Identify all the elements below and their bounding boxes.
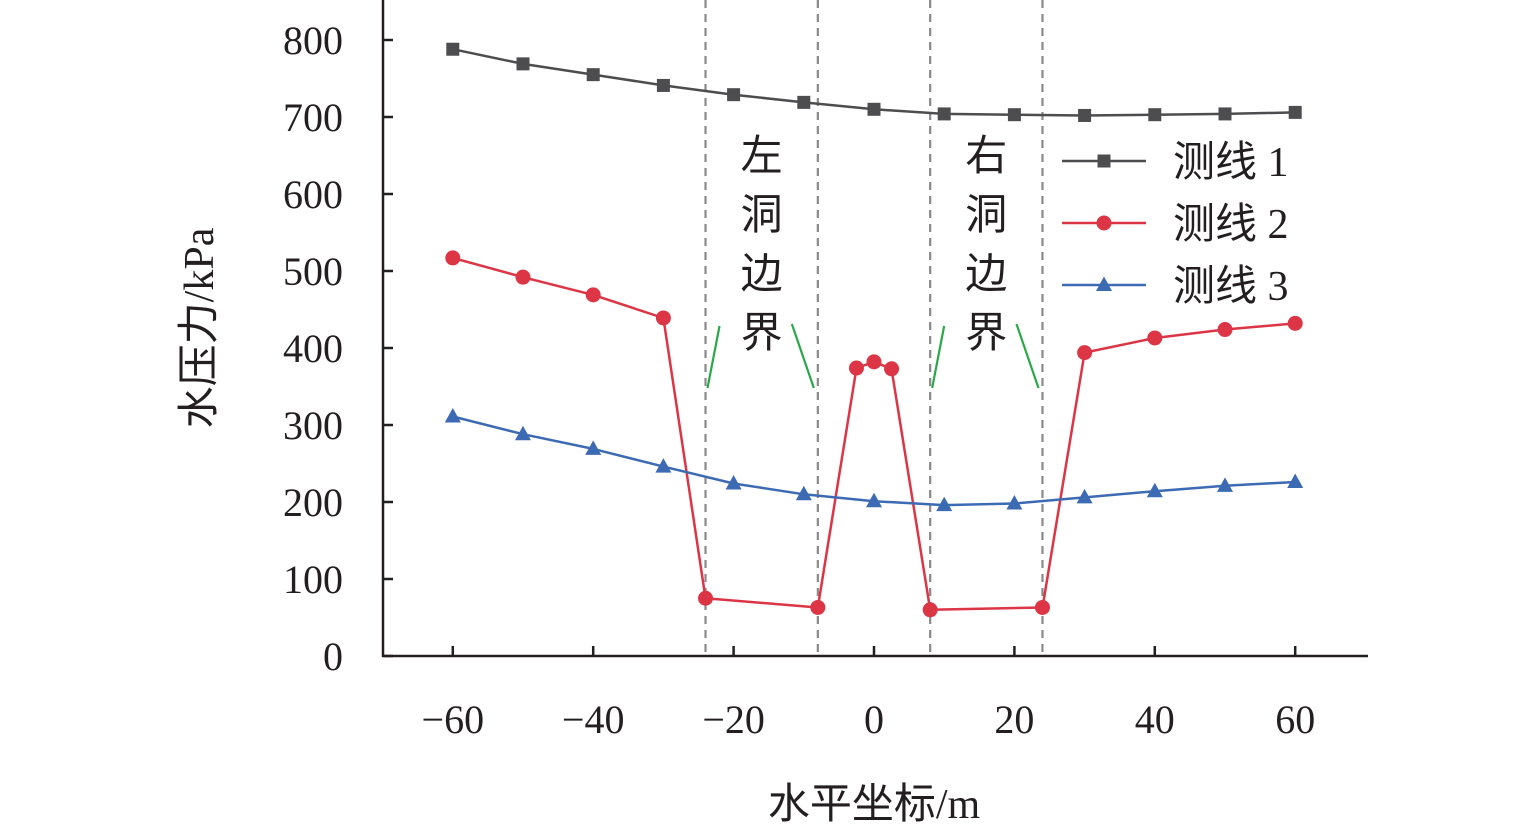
series-line bbox=[452, 256, 1296, 612]
y-tick-label: 600 bbox=[283, 172, 343, 217]
data-point bbox=[1288, 105, 1302, 119]
y-tick-label: 200 bbox=[283, 480, 343, 525]
series-3 bbox=[444, 408, 1304, 512]
annotation-pointer-right bbox=[1015, 323, 1040, 389]
data-point bbox=[1076, 488, 1093, 504]
data-point bbox=[1146, 482, 1163, 498]
data-point bbox=[515, 425, 531, 441]
data-point bbox=[1218, 107, 1232, 121]
data-point bbox=[922, 602, 938, 618]
y-tick-label: 100 bbox=[283, 557, 343, 602]
data-point bbox=[585, 287, 601, 303]
legend-item: 测线 3 bbox=[1062, 264, 1289, 310]
legend-marker bbox=[1096, 215, 1112, 231]
legend-item: 测线 1 bbox=[1062, 140, 1289, 186]
axes: 0 100 200 300 400 500 600 700 800 −60 −40 −20 0 20 40 6… bbox=[283, 0, 1368, 742]
data-point bbox=[1007, 108, 1021, 122]
boundary-label-char: 洞 bbox=[965, 193, 1007, 239]
boundary-label-char: 右 bbox=[965, 134, 1007, 180]
data-point bbox=[1006, 495, 1023, 510]
x-tick-label: 40 bbox=[1135, 697, 1175, 742]
y-tick-label: 700 bbox=[283, 95, 343, 140]
boundary-label-char: 界 bbox=[741, 311, 783, 357]
series-2 bbox=[445, 250, 1303, 618]
legend-label: 测线 3 bbox=[1173, 264, 1289, 310]
legend-marker bbox=[1096, 276, 1112, 291]
annotation-pointer-left bbox=[931, 325, 946, 389]
data-point bbox=[727, 88, 741, 102]
data-point bbox=[446, 42, 460, 56]
legend-label: 测线 1 bbox=[1173, 140, 1289, 186]
data-point bbox=[1077, 345, 1093, 361]
data-point bbox=[810, 599, 826, 615]
data-point bbox=[1217, 477, 1233, 492]
boundary-label-char: 左 bbox=[741, 134, 783, 180]
series-1 bbox=[446, 42, 1302, 122]
x-tick-label: −40 bbox=[562, 697, 625, 742]
x-axis-title: 水平坐标/m bbox=[768, 782, 981, 828]
x-tick-label: 20 bbox=[994, 697, 1034, 742]
series-group bbox=[444, 42, 1304, 618]
boundary-label-char: 界 bbox=[965, 311, 1007, 357]
data-point bbox=[725, 475, 742, 490]
data-point bbox=[866, 354, 882, 370]
data-point bbox=[445, 250, 461, 266]
data-point bbox=[867, 102, 881, 116]
legend: 测线 1 测线 2 测线 3 bbox=[1062, 140, 1289, 310]
data-point bbox=[1287, 473, 1304, 488]
annotation-pointer-left bbox=[706, 325, 721, 389]
data-point bbox=[848, 360, 864, 376]
data-point bbox=[516, 57, 530, 71]
y-tick-label: 0 bbox=[323, 634, 343, 679]
data-point bbox=[797, 95, 811, 109]
boundary-label-char: 边 bbox=[965, 252, 1007, 298]
y-tick-label: 400 bbox=[283, 326, 343, 371]
boundary-label-char: 边 bbox=[741, 252, 783, 298]
data-point bbox=[1148, 108, 1162, 122]
y-tick-label: 800 bbox=[283, 18, 343, 63]
data-point bbox=[515, 269, 531, 285]
data-point bbox=[937, 107, 951, 121]
legend-marker bbox=[1097, 154, 1111, 168]
data-point bbox=[1078, 108, 1092, 122]
x-tick-label: −20 bbox=[702, 697, 765, 742]
data-point bbox=[655, 310, 671, 326]
data-point bbox=[1147, 330, 1163, 346]
y-tick-label: 500 bbox=[283, 249, 343, 294]
data-point bbox=[1287, 315, 1303, 331]
data-point bbox=[1034, 599, 1050, 615]
data-point bbox=[936, 496, 953, 512]
x-tick-label: 60 bbox=[1275, 697, 1315, 742]
y-tick-label: 300 bbox=[283, 403, 343, 448]
x-tick-label: −60 bbox=[422, 697, 485, 742]
legend-label: 测线 2 bbox=[1173, 202, 1289, 248]
boundary-label-char: 洞 bbox=[741, 193, 783, 239]
data-point bbox=[884, 361, 900, 377]
y-axis-title: 水压力/kPa bbox=[177, 227, 223, 428]
data-point bbox=[698, 590, 714, 606]
data-point bbox=[1217, 322, 1233, 338]
series-line bbox=[452, 415, 1296, 507]
data-point bbox=[866, 492, 882, 508]
data-point bbox=[585, 440, 602, 455]
data-point bbox=[444, 408, 461, 423]
x-tick-label: 0 bbox=[864, 697, 884, 742]
boundary-lines bbox=[704, 0, 1044, 656]
data-point bbox=[795, 485, 812, 501]
annotation-pointer-right bbox=[790, 323, 815, 389]
legend-item: 测线 2 bbox=[1062, 202, 1289, 248]
data-point bbox=[586, 68, 600, 82]
data-point bbox=[655, 458, 672, 473]
data-point bbox=[656, 78, 670, 92]
